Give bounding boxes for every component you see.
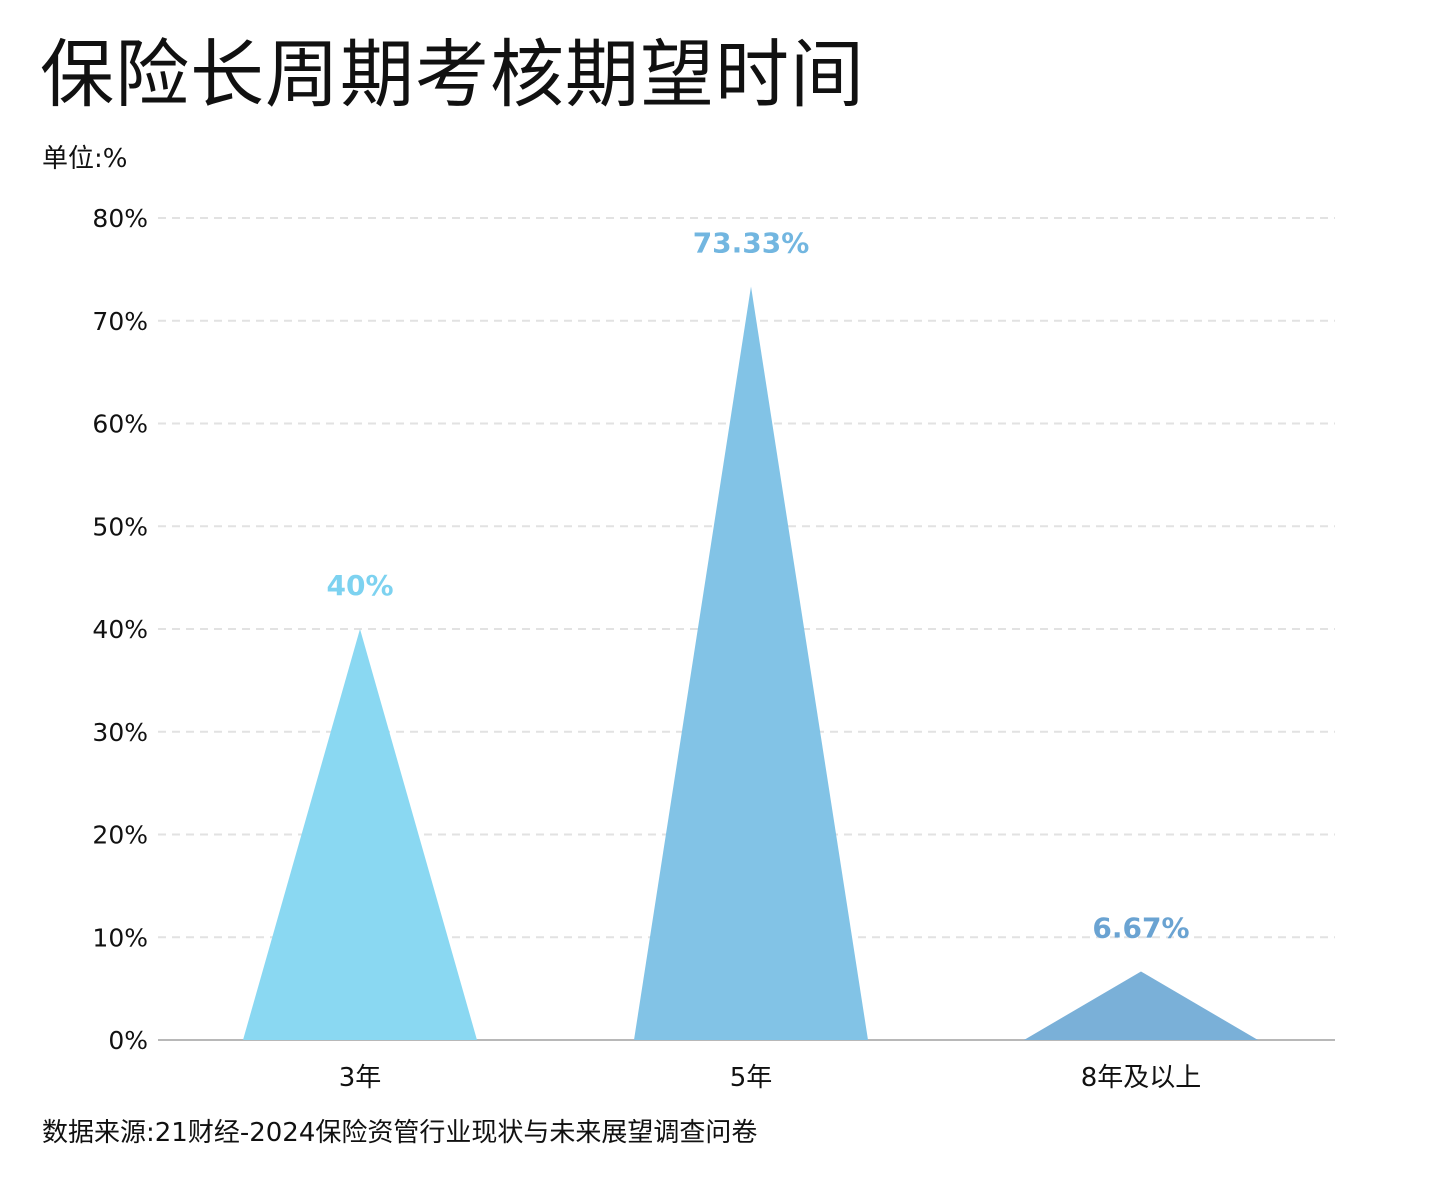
y-tick-label: 10% [92,923,148,952]
x-tick-label: 5年 [730,1063,773,1093]
x-tick-label: 8年及以上 [1081,1063,1202,1093]
y-tick-label: 20% [92,821,148,850]
data-label: 73.33% [693,227,810,260]
data-label: 6.67% [1092,911,1189,944]
chart-title: 保险长周期考核期望时间 [40,32,865,118]
y-tick-label: 50% [92,512,148,541]
data-label: 40% [326,569,393,602]
bars [243,286,1258,1040]
y-tick-label: 0% [108,1026,148,1055]
source-note: 数据来源:21财经-2024保险资管行业现状与未来展望调查问卷 [42,1118,758,1148]
x-tick-label: 3年 [339,1063,382,1093]
y-tick-label: 70% [92,307,148,336]
unit-label: 单位:% [42,144,128,174]
y-tick-label: 30% [92,718,148,747]
data-labels: 40% 73.33% 6.67% [326,227,1189,945]
y-tick-label: 80% [92,204,148,233]
triangle-bar [634,286,868,1040]
triangle-bar [1024,971,1258,1040]
y-tick-label: 60% [92,410,148,439]
y-tick-label: 40% [92,615,148,644]
triangle-bar [243,629,477,1040]
